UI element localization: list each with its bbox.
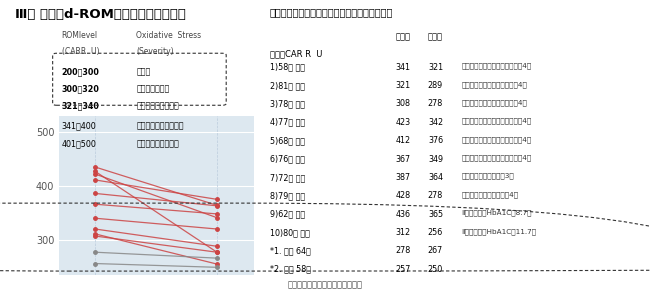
Text: 278: 278 (428, 191, 443, 200)
Text: 364: 364 (428, 173, 443, 182)
Text: 250: 250 (428, 265, 443, 274)
Text: 267: 267 (428, 246, 443, 255)
Text: 8)79歳 男性: 8)79歳 男性 (270, 191, 305, 200)
Text: 376: 376 (428, 136, 443, 145)
Text: 289: 289 (428, 81, 443, 90)
Text: 321: 321 (395, 81, 411, 90)
Text: 6)76歳 女性: 6)76歳 女性 (270, 155, 305, 163)
Text: ボーダーライン: ボーダーライン (136, 84, 170, 93)
Text: ROМlevel: ROМlevel (62, 31, 98, 39)
Text: 436: 436 (395, 210, 411, 218)
Text: 321～340: 321～340 (62, 101, 99, 110)
Text: 正常値: 正常値 (136, 67, 151, 76)
Text: 投与後: 投与後 (428, 32, 443, 41)
Text: 342: 342 (428, 118, 443, 127)
Text: 9)62歳 男性: 9)62歳 男性 (270, 210, 305, 218)
Text: Ⅱ型糖尿病（HbA1C：8.7）: Ⅱ型糖尿病（HbA1C：8.7） (462, 210, 532, 216)
Text: 256: 256 (428, 228, 443, 237)
Text: 367: 367 (395, 155, 411, 163)
Text: 308: 308 (395, 99, 411, 108)
Text: 中等度の酸化ストレス: 中等度の酸化ストレス (136, 121, 184, 130)
Text: 200～300: 200～300 (62, 67, 99, 76)
Text: (Severity): (Severity) (136, 47, 174, 56)
Text: Ⅱ型糖尿病（HbA1C：11.7）: Ⅱ型糖尿病（HbA1C：11.7） (462, 228, 537, 235)
Text: 7)72歳 女性: 7)72歳 女性 (270, 173, 305, 182)
Text: 341～400: 341～400 (62, 121, 96, 130)
Text: 3)78歳 女性: 3)78歳 女性 (270, 99, 305, 108)
Text: 312: 312 (395, 228, 411, 237)
Text: 切除不能胃がんん（ステージ4）: 切除不能胃がんん（ステージ4） (462, 81, 527, 88)
Text: 切除不能すい臓がん（ステージ4）: 切除不能すい臓がん（ステージ4） (462, 136, 532, 143)
Text: Oxidative  Stress: Oxidative Stress (136, 31, 202, 39)
Text: 再発乳がん（ステージ3）: 再発乳がん（ステージ3） (462, 173, 514, 180)
Text: 278: 278 (395, 246, 411, 255)
Text: 切除不能すい臓がん（ステージ4）: 切除不能すい臓がん（ステージ4） (462, 118, 532, 125)
Text: Ⅲ． 結果（d-ROM：酸化ストレス度）: Ⅲ． 結果（d-ROM：酸化ストレス度） (16, 8, 186, 21)
Text: 10)80歳 女性: 10)80歳 女性 (270, 228, 309, 237)
Text: 278: 278 (428, 99, 443, 108)
Text: 2)81歳 女性: 2)81歳 女性 (270, 81, 305, 90)
Text: 投与前: 投与前 (395, 32, 411, 41)
Text: 再発スキルス胃がん（ステージ4）: 再発スキルス胃がん（ステージ4） (462, 63, 532, 69)
Text: 365: 365 (428, 210, 443, 218)
Text: 高度の酸化ストレス: 高度の酸化ストレス (136, 139, 179, 148)
Text: （出典）　クリスタル研究所より: （出典） クリスタル研究所より (287, 280, 363, 289)
Text: *1. 男性 64歳: *1. 男性 64歳 (270, 246, 311, 255)
Text: 300～320: 300～320 (62, 84, 99, 93)
Text: 349: 349 (428, 155, 443, 163)
Text: 257: 257 (395, 265, 411, 274)
Text: 4)77歳 女性: 4)77歳 女性 (270, 118, 305, 127)
Text: 切除不能胃がんん（ステージ4）: 切除不能胃がんん（ステージ4） (462, 99, 527, 106)
Text: 341: 341 (395, 63, 411, 72)
Text: 428: 428 (395, 191, 411, 200)
Text: 387: 387 (395, 173, 411, 182)
Text: 1)58歳 男性: 1)58歳 男性 (270, 63, 305, 72)
Text: 5)68歳 女性: 5)68歳 女性 (270, 136, 305, 145)
Text: 423: 423 (395, 118, 411, 127)
Text: 321: 321 (428, 63, 443, 72)
Text: 412: 412 (395, 136, 411, 145)
Text: 再発肝臓がん（ステージ4）: 再発肝臓がん（ステージ4） (462, 191, 519, 198)
Text: (CARR  U): (CARR U) (62, 47, 99, 56)
Text: *2. 女性 58歳: *2. 女性 58歳 (270, 265, 311, 274)
Text: サイクルイオン「電子水」の飲用前後の測定値: サイクルイオン「電子水」の飲用前後の測定値 (270, 8, 393, 18)
Text: 軽度の酸化ストレス: 軽度の酸化ストレス (136, 101, 179, 110)
Text: 切除不能すい臓がん（ステージ4）: 切除不能すい臓がん（ステージ4） (462, 155, 532, 161)
Text: 単位：CAR R  U: 単位：CAR R U (270, 49, 322, 58)
Text: 401～500: 401～500 (62, 139, 97, 148)
